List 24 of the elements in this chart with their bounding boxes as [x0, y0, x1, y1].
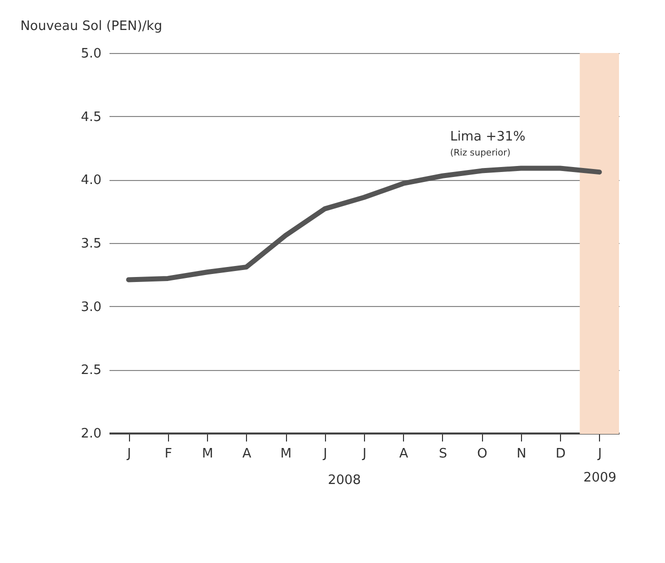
x-tick-label: D: [556, 446, 566, 462]
x-tick-label: A: [242, 446, 252, 462]
y-tick-label: 3.5: [80, 236, 102, 252]
x-tick-label: M: [280, 446, 292, 462]
x-tick-label: M: [202, 446, 214, 462]
y-tick-label: 4.0: [80, 173, 102, 188]
x-tick-label: F: [164, 446, 172, 462]
x-tick-label: J: [126, 446, 132, 462]
x-tick-label: S: [438, 446, 448, 462]
x-tick-label: J: [322, 446, 328, 462]
y-tick-label: 4.5: [80, 110, 102, 125]
y-tick-label: 2.0: [80, 426, 102, 442]
x-tick-label: J 2009: [583, 446, 616, 486]
x-tick-label: A: [399, 446, 408, 462]
annotation: Lima +31%: [450, 130, 526, 145]
x-tick-label: O: [477, 446, 488, 462]
y-tick-label: 2.5: [80, 363, 102, 378]
text: 2008: [328, 473, 361, 488]
annotation: (Riz superior): [450, 148, 510, 159]
y-tick-label: 3.0: [80, 300, 102, 315]
y-tick-label: 5.0: [80, 46, 102, 62]
x-tick-label: J: [362, 446, 366, 462]
y-axis-title: Nouveau Sol (PEN)/kg: [20, 19, 162, 34]
x-tick-label: N: [516, 446, 526, 462]
